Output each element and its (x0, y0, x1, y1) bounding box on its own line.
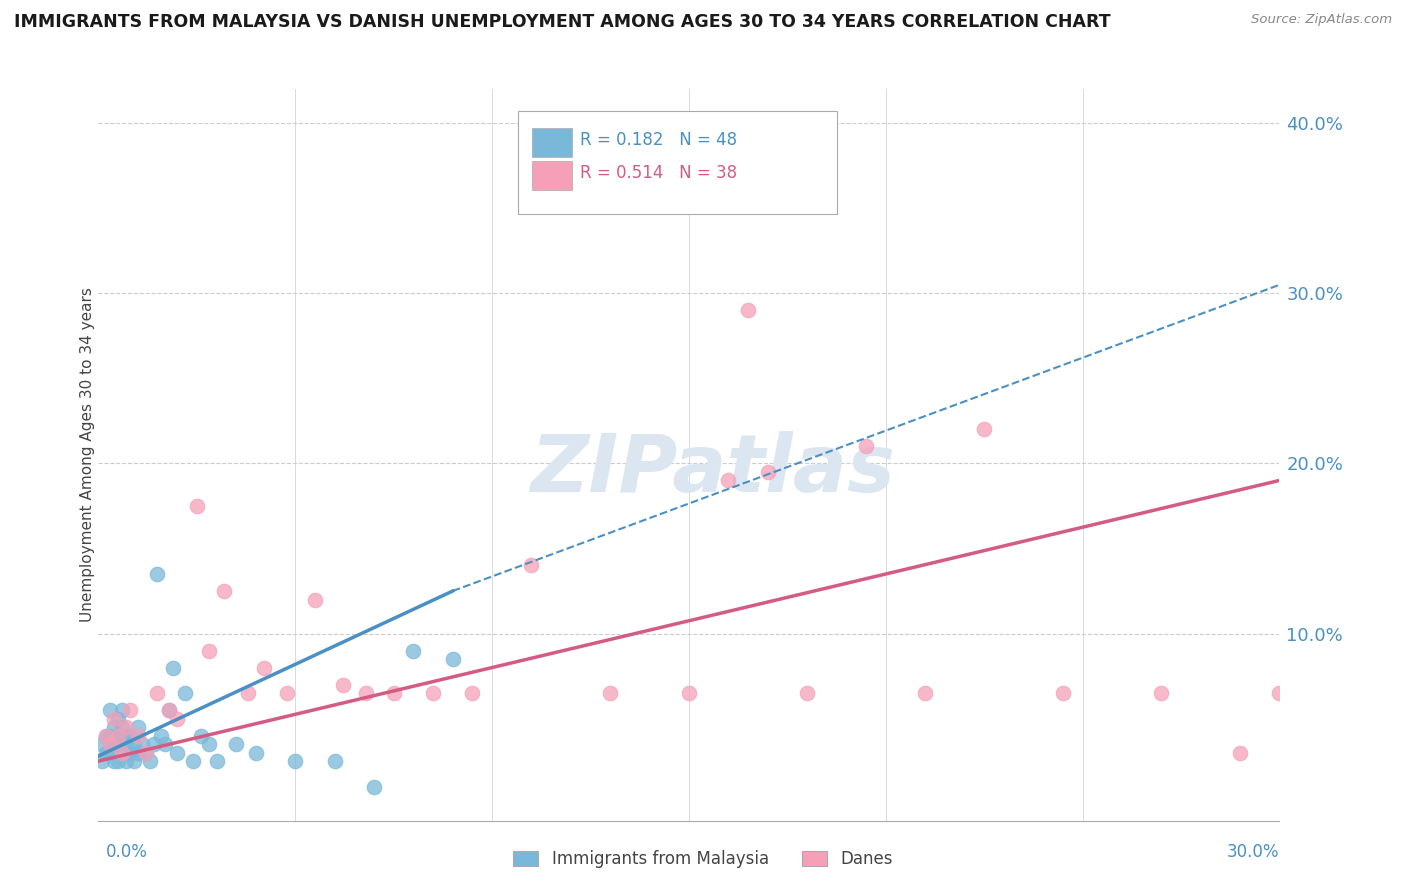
Point (382, 686, 405, 700)
Point (107, 754, 129, 768)
Point (304, 592, 326, 607)
Point (599, 686, 621, 700)
Point (166, 746, 188, 760)
Point (118, 703, 141, 717)
Point (111, 746, 134, 760)
Point (174, 686, 197, 700)
Point (181, 754, 204, 768)
Point (107, 737, 129, 751)
Point (142, 737, 165, 751)
Point (214, 584, 236, 599)
Y-axis label: Unemployment Among Ages 30 to 34 years: Unemployment Among Ages 30 to 34 years (80, 287, 94, 623)
Point (122, 737, 145, 751)
Point (138, 754, 160, 768)
Point (520, 558, 543, 573)
Point (756, 465, 779, 479)
Point (422, 686, 444, 700)
Point (115, 754, 138, 768)
Point (236, 686, 259, 700)
Point (98, 729, 121, 743)
Point (1229, 746, 1251, 760)
Point (461, 686, 484, 700)
Point (131, 737, 153, 751)
Point (146, 686, 169, 700)
Text: R = 0.514   N = 38: R = 0.514 N = 38 (581, 164, 737, 182)
Point (103, 754, 125, 768)
Point (107, 729, 129, 743)
Point (115, 720, 138, 734)
Point (96, 729, 118, 743)
Point (166, 712, 188, 726)
Point (162, 660, 184, 674)
Point (91, 754, 114, 768)
Point (98, 746, 121, 760)
Point (135, 746, 157, 760)
Text: 30.0%: 30.0% (1227, 843, 1279, 861)
Point (127, 720, 149, 734)
FancyBboxPatch shape (531, 128, 572, 157)
Text: Source: ZipAtlas.com: Source: ZipAtlas.com (1251, 13, 1392, 27)
Point (363, 780, 385, 794)
Point (1268, 686, 1291, 700)
Point (205, 754, 228, 768)
Point (186, 499, 208, 513)
Point (245, 746, 267, 760)
Point (127, 729, 149, 743)
Point (111, 746, 134, 760)
Point (103, 712, 125, 726)
Point (323, 754, 346, 768)
Point (332, 677, 354, 691)
Point (135, 746, 157, 760)
Point (157, 703, 180, 717)
Text: ZIPatlas: ZIPatlas (530, 431, 896, 508)
Point (103, 720, 125, 734)
Point (111, 703, 134, 717)
Point (354, 686, 377, 700)
Point (284, 754, 307, 768)
Point (197, 643, 219, 657)
Point (796, 686, 818, 700)
Point (96, 729, 118, 743)
Point (225, 737, 247, 751)
Point (107, 729, 129, 743)
Point (157, 703, 180, 717)
FancyBboxPatch shape (517, 112, 837, 213)
Point (737, 303, 759, 318)
Point (253, 660, 276, 674)
Point (98, 703, 121, 717)
Point (98, 737, 121, 751)
Point (973, 422, 995, 436)
FancyBboxPatch shape (531, 161, 572, 190)
Point (150, 729, 173, 743)
Point (855, 439, 877, 453)
Point (717, 474, 740, 488)
Point (118, 729, 141, 743)
Point (91, 737, 114, 751)
Point (402, 643, 425, 657)
Text: IMMIGRANTS FROM MALAYSIA VS DANISH UNEMPLOYMENT AMONG AGES 30 TO 34 YEARS CORREL: IMMIGRANTS FROM MALAYSIA VS DANISH UNEMP… (14, 13, 1111, 31)
Point (1150, 686, 1173, 700)
Point (111, 720, 134, 734)
Point (276, 686, 298, 700)
Point (96, 746, 118, 760)
Text: 0.0%: 0.0% (105, 843, 148, 861)
Point (197, 737, 219, 751)
Point (678, 686, 700, 700)
Point (122, 754, 145, 768)
Point (914, 686, 936, 700)
Legend: Immigrants from Malaysia, Danes: Immigrants from Malaysia, Danes (506, 844, 900, 875)
Point (1052, 686, 1074, 700)
Point (115, 737, 138, 751)
Point (155, 737, 177, 751)
Point (127, 746, 149, 760)
Text: R = 0.182   N = 48: R = 0.182 N = 48 (581, 131, 737, 149)
Point (146, 566, 169, 581)
Point (190, 729, 212, 743)
Point (441, 652, 464, 666)
Point (118, 746, 141, 760)
Point (107, 712, 129, 726)
Point (103, 737, 125, 751)
Point (115, 729, 138, 743)
